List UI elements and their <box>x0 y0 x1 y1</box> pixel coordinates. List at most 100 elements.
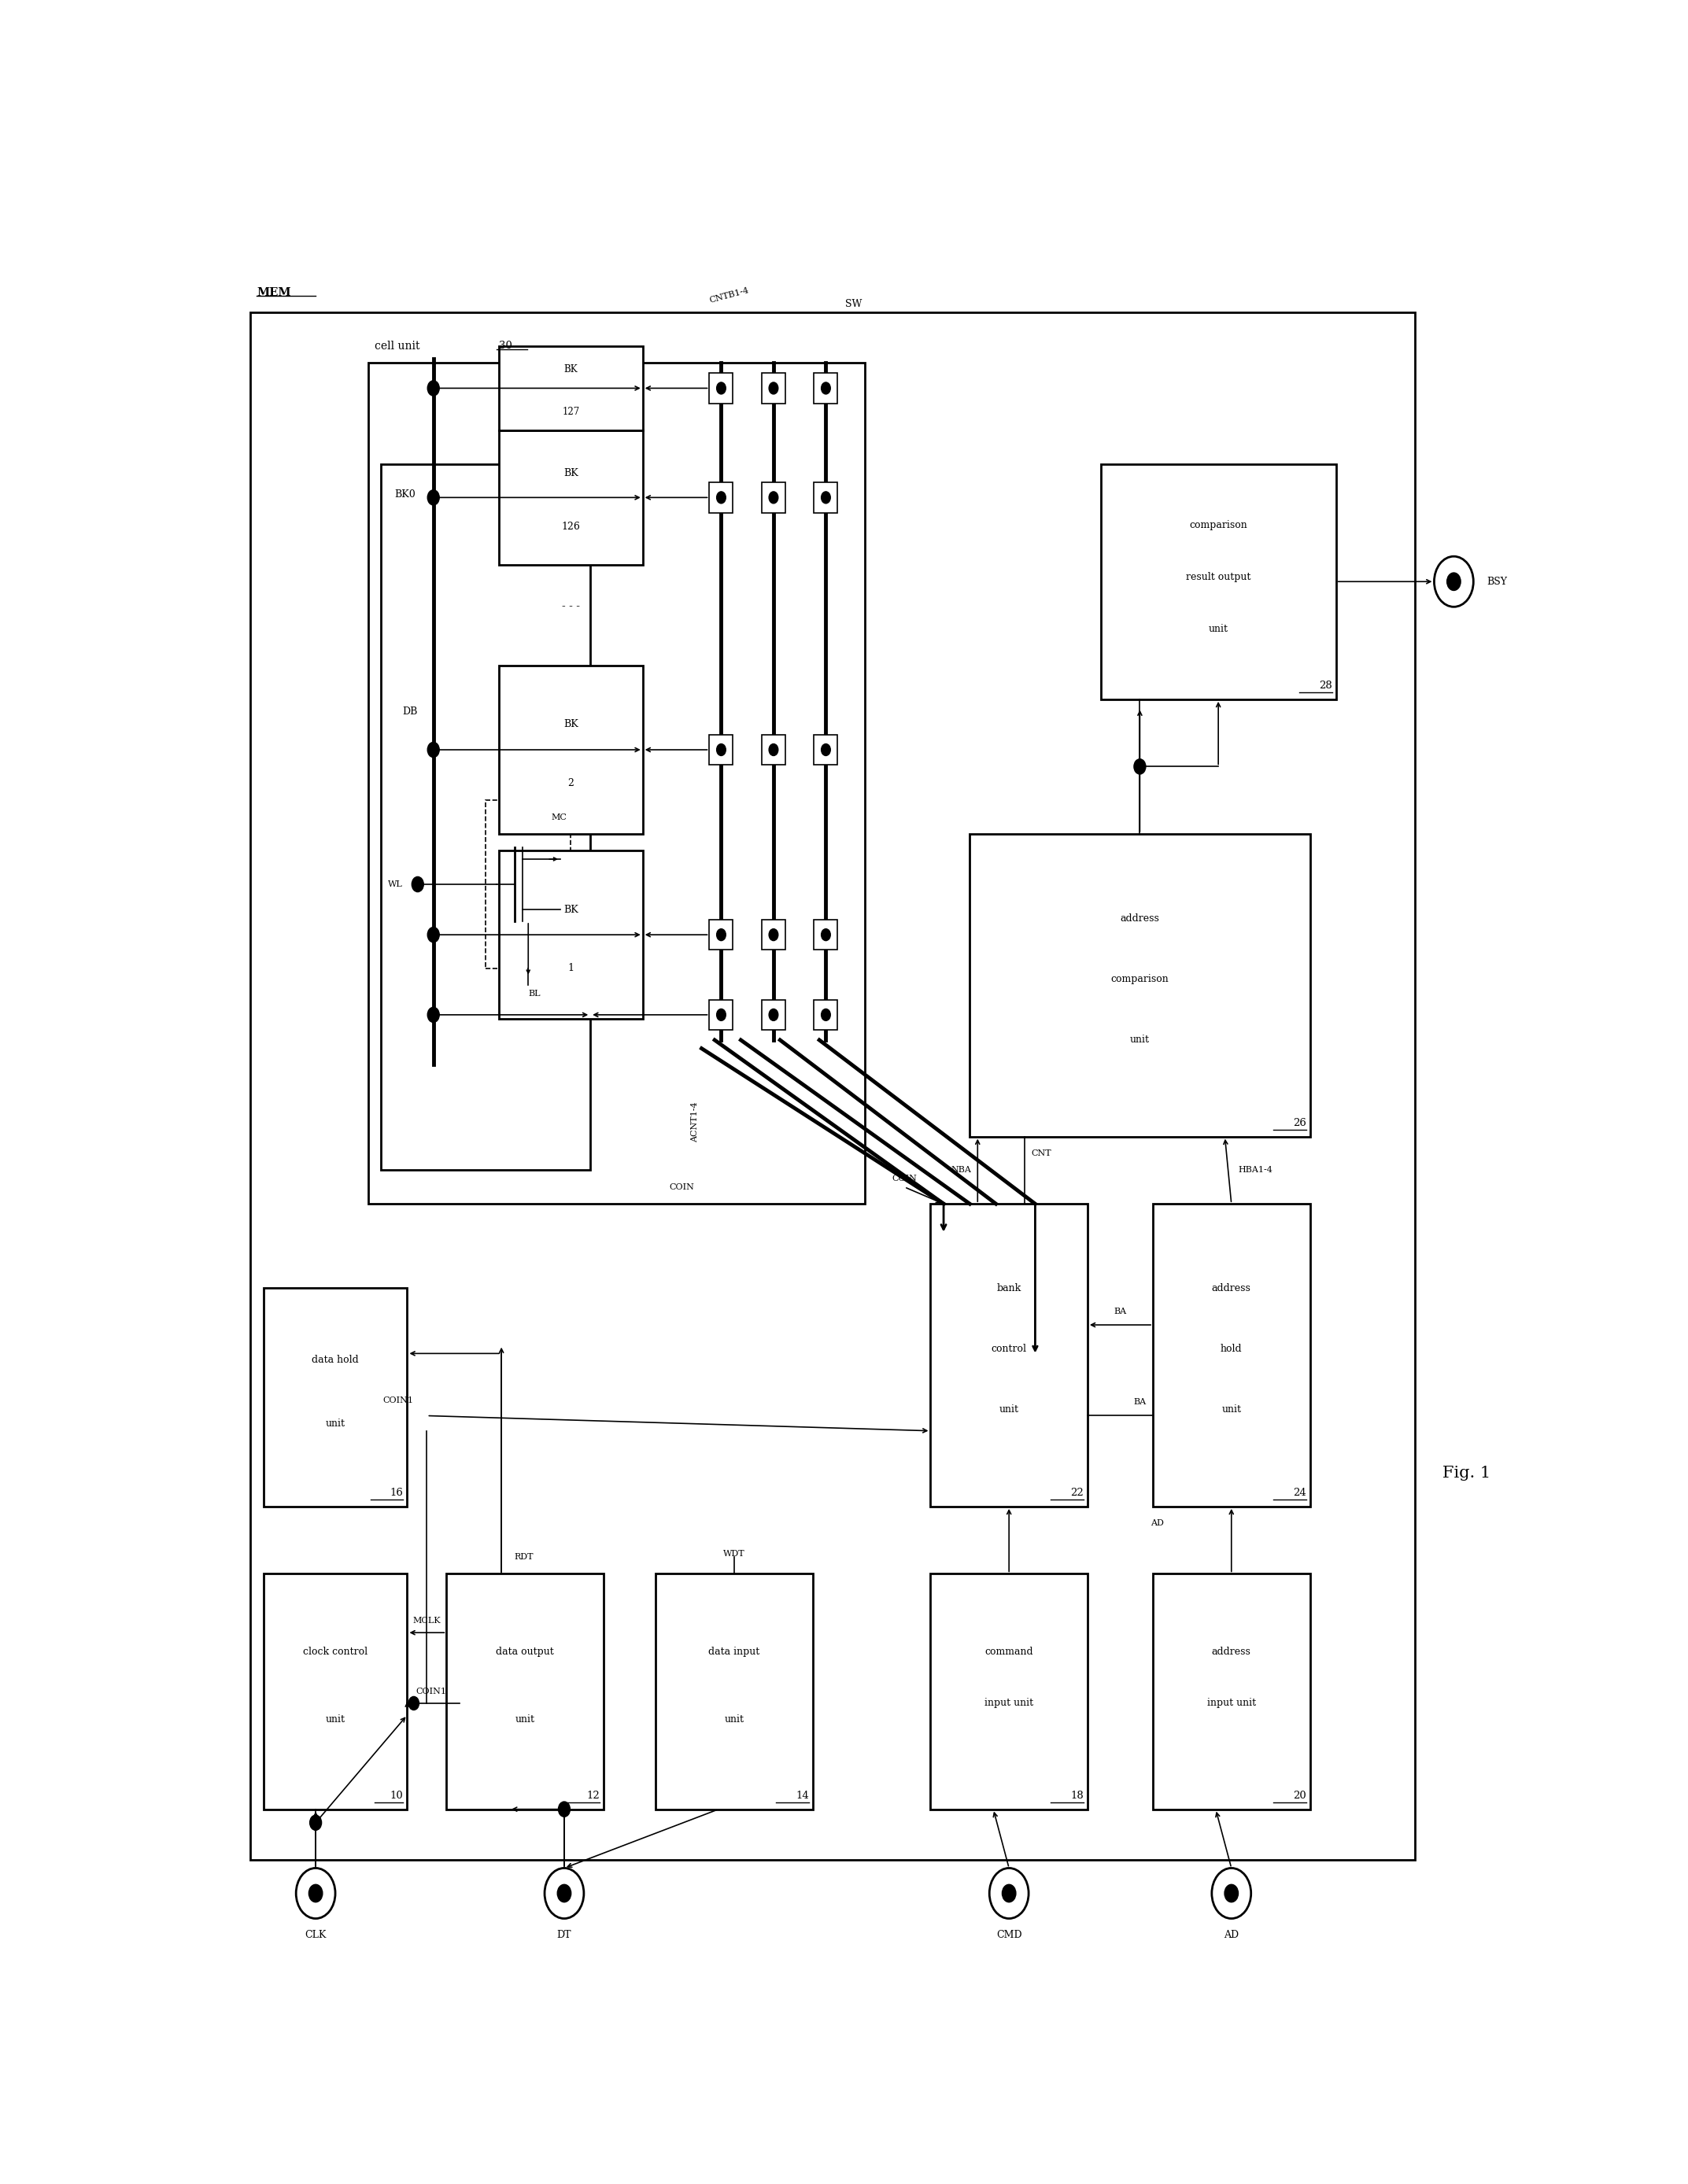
Circle shape <box>557 1885 571 1902</box>
Text: control: control <box>991 1343 1026 1354</box>
Text: COIN: COIN <box>670 1184 694 1190</box>
Bar <box>263 1575 407 1808</box>
Circle shape <box>427 743 439 758</box>
Text: CNT: CNT <box>1031 1149 1052 1158</box>
Text: AD: AD <box>1224 1931 1239 1939</box>
Circle shape <box>717 382 726 393</box>
Text: BK: BK <box>564 719 577 729</box>
Text: unit: unit <box>999 1404 1020 1415</box>
Text: BK: BK <box>564 365 577 376</box>
Text: unit: unit <box>1129 1035 1150 1044</box>
Text: HBA1-4: HBA1-4 <box>1237 1166 1273 1175</box>
Bar <box>709 1000 733 1031</box>
Circle shape <box>717 1009 726 1020</box>
Text: WDT: WDT <box>724 1551 744 1557</box>
Text: CMD: CMD <box>996 1931 1021 1939</box>
Text: cell unit: cell unit <box>375 341 420 352</box>
Bar <box>814 373 837 404</box>
Circle shape <box>1134 760 1146 773</box>
Bar <box>1101 463 1337 699</box>
Circle shape <box>770 491 778 502</box>
Text: address: address <box>1121 913 1160 924</box>
Bar <box>814 483 837 513</box>
Text: RDT: RDT <box>515 1553 533 1562</box>
Circle shape <box>427 928 439 941</box>
Text: 26: 26 <box>1293 1118 1307 1129</box>
Bar <box>263 1289 407 1507</box>
Bar <box>930 1575 1087 1808</box>
Text: data input: data input <box>709 1647 760 1658</box>
Text: 16: 16 <box>390 1487 403 1498</box>
Circle shape <box>408 1697 419 1710</box>
Text: WL: WL <box>388 880 402 889</box>
Bar <box>381 463 591 1171</box>
Bar <box>709 734 733 764</box>
Circle shape <box>822 1009 830 1020</box>
Circle shape <box>412 876 424 891</box>
Circle shape <box>427 380 439 395</box>
Circle shape <box>770 928 778 941</box>
Bar <box>655 1575 814 1808</box>
Bar <box>1153 1575 1310 1808</box>
Text: BL: BL <box>528 989 540 998</box>
Text: 22: 22 <box>1070 1487 1084 1498</box>
Bar <box>814 734 837 764</box>
Text: input unit: input unit <box>1207 1699 1256 1708</box>
Circle shape <box>1447 572 1460 590</box>
Text: hold: hold <box>1220 1343 1242 1354</box>
Text: CNTB1-4: CNTB1-4 <box>709 286 749 306</box>
Bar <box>500 345 643 430</box>
Circle shape <box>770 745 778 756</box>
Text: - - -: - - - <box>562 601 579 612</box>
Text: SW: SW <box>846 299 863 310</box>
Text: unit: unit <box>326 1714 344 1725</box>
Text: address: address <box>1212 1284 1251 1293</box>
Text: 127: 127 <box>562 406 579 417</box>
Circle shape <box>822 745 830 756</box>
Bar <box>969 834 1310 1136</box>
Text: COIN: COIN <box>891 1175 917 1182</box>
Circle shape <box>770 382 778 393</box>
Bar <box>500 666 643 834</box>
Text: 14: 14 <box>795 1791 809 1802</box>
Text: comparison: comparison <box>1111 974 1168 985</box>
Text: DB: DB <box>402 705 417 716</box>
Text: Fig. 1: Fig. 1 <box>1443 1465 1491 1481</box>
Bar <box>930 1203 1087 1507</box>
Text: 1: 1 <box>567 963 574 974</box>
Text: 10: 10 <box>390 1791 403 1802</box>
Text: BA: BA <box>1114 1308 1126 1315</box>
Circle shape <box>427 1007 439 1022</box>
Text: command: command <box>984 1647 1033 1658</box>
Text: data hold: data hold <box>312 1354 360 1365</box>
Bar <box>500 852 643 1020</box>
Text: 30: 30 <box>500 341 511 352</box>
Text: DT: DT <box>557 1931 572 1939</box>
Text: 2: 2 <box>567 778 574 788</box>
Text: CLK: CLK <box>306 1931 326 1939</box>
Circle shape <box>822 491 830 502</box>
Text: 24: 24 <box>1293 1487 1307 1498</box>
Bar <box>500 430 643 566</box>
Bar <box>761 734 785 764</box>
Text: 28: 28 <box>1318 681 1332 690</box>
Text: input unit: input unit <box>984 1699 1033 1708</box>
Circle shape <box>717 928 726 941</box>
Circle shape <box>311 1815 321 1830</box>
Text: BK: BK <box>564 904 577 915</box>
Circle shape <box>717 491 726 502</box>
Bar <box>814 919 837 950</box>
Circle shape <box>822 382 830 393</box>
Text: BK: BK <box>564 467 577 478</box>
Circle shape <box>717 745 726 756</box>
Text: result output: result output <box>1187 572 1251 581</box>
Bar <box>761 1000 785 1031</box>
Text: 18: 18 <box>1070 1791 1084 1802</box>
Bar <box>1153 1203 1310 1507</box>
Bar <box>814 1000 837 1031</box>
Text: MCLK: MCLK <box>414 1616 441 1625</box>
Circle shape <box>770 1009 778 1020</box>
Bar <box>761 373 785 404</box>
Bar <box>761 919 785 950</box>
Text: BA: BA <box>1133 1398 1146 1406</box>
